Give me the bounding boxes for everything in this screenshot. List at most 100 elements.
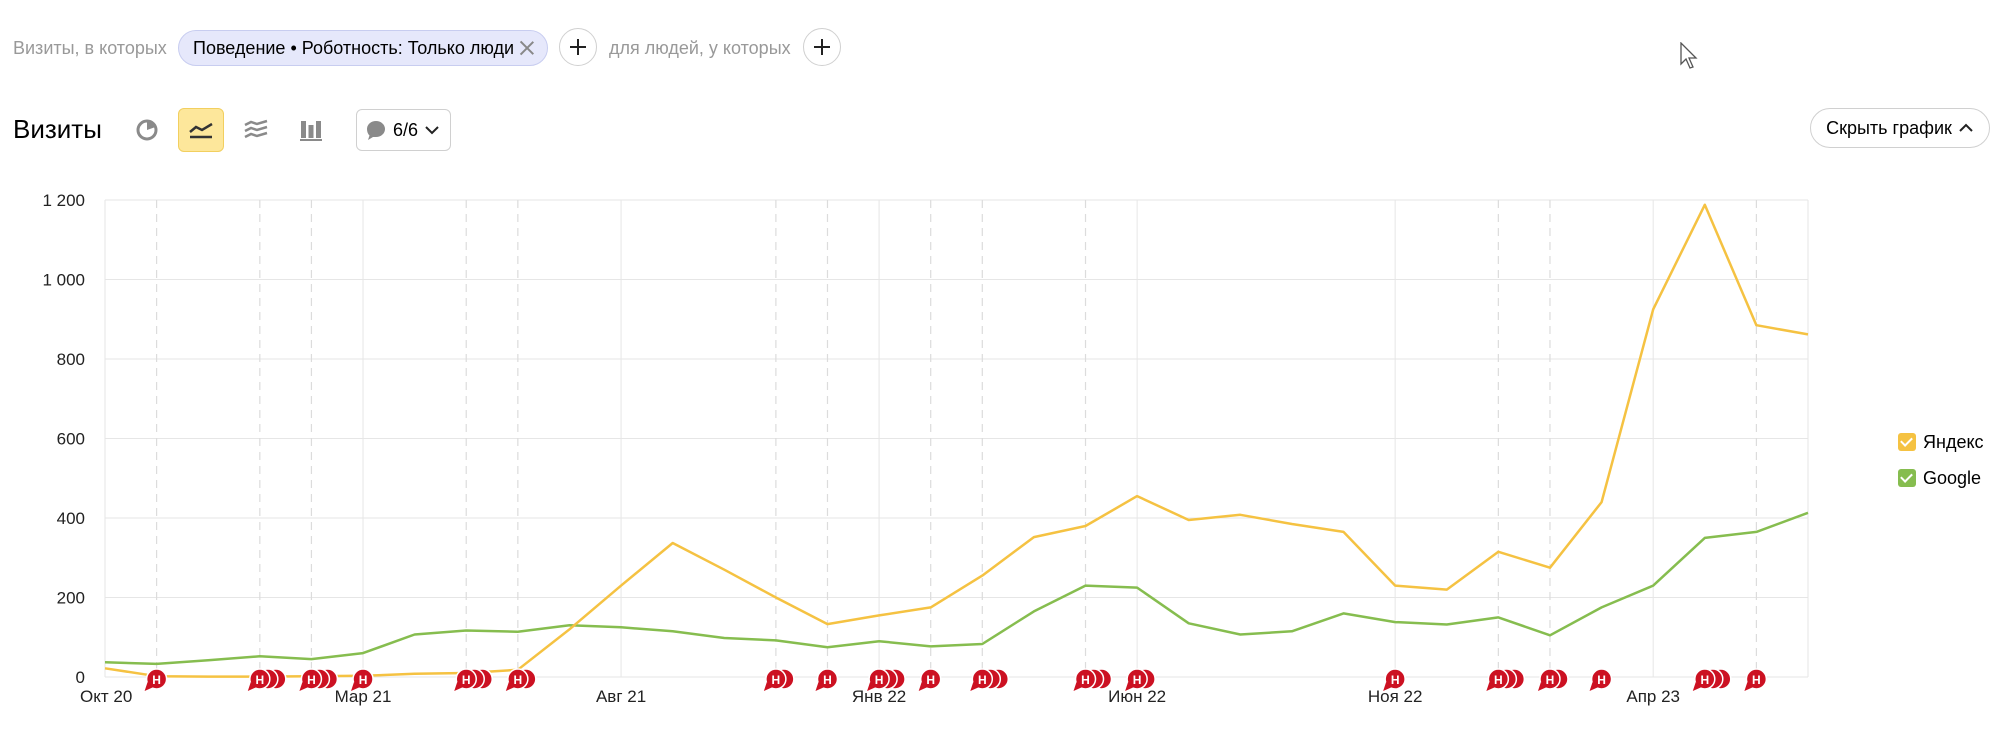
note-marker [1590, 668, 1613, 690]
note-marker-label: Н [875, 673, 884, 687]
note-marker-tail [815, 682, 825, 691]
x-tick-label: Янв 22 [852, 687, 906, 706]
page-title: Визиты [13, 114, 102, 144]
add-visit-condition-button[interactable] [559, 28, 597, 66]
people-filter-label: для людей, у которых [609, 38, 791, 58]
note-marker [352, 668, 374, 690]
hide-chart-label: Скрыть график [1826, 117, 1952, 138]
note-marker-tail [1486, 682, 1496, 691]
note-marker-tail [1589, 682, 1599, 691]
note-marker [1694, 668, 1716, 690]
legend-label-google: Google [1923, 467, 1982, 488]
visits-line-chart: 0 200 400 600 800 1 000 1 200 Окт 20 Мар 21 Авг 2… [42, 191, 1809, 706]
note-marker-label: Н [1133, 673, 1142, 687]
legend-item-google[interactable]: Google [1898, 460, 1984, 496]
note-marker-label: Н [1546, 673, 1555, 687]
note-marker-label: Н [1081, 673, 1090, 687]
note-marker [1384, 668, 1406, 690]
note-marker-label: Н [359, 673, 368, 687]
note-marker-tail [144, 682, 154, 691]
note-marker-tail [1125, 682, 1135, 691]
note-marker-label: Н [1391, 673, 1400, 687]
note-marker-label: Н [1597, 673, 1606, 687]
close-icon[interactable] [517, 38, 537, 58]
note-marker-tail [1692, 682, 1702, 691]
x-tick-label: Ноя 22 [1368, 687, 1423, 706]
x-tick-label: Окт 20 [80, 687, 132, 706]
note-marker-tail [867, 682, 877, 691]
checkbox-icon[interactable] [1898, 469, 1916, 487]
segment-chip[interactable]: Поведение • Роботность: Только люди [178, 30, 548, 66]
note-marker-tail [1744, 682, 1754, 691]
note-marker-tail [454, 682, 464, 691]
note-marker-label: Н [514, 673, 523, 687]
note-marker-label: Н [978, 673, 987, 687]
note-marker-tail [918, 682, 928, 691]
visits-filter-label: Визиты, в которых [13, 38, 167, 58]
legend-item-yandex[interactable]: Яндекс [1898, 424, 1984, 460]
x-tick-label: Мар 21 [335, 687, 392, 706]
area-chart-button[interactable] [233, 108, 279, 152]
bar-chart-button[interactable] [288, 108, 334, 152]
y-tick-label: 0 [76, 668, 85, 687]
y-tick-label: 200 [57, 589, 85, 608]
series-line-yandex [104, 203, 1809, 678]
chevron-up-icon [1959, 123, 1973, 132]
line-chart-button[interactable] [178, 108, 224, 152]
note-marker-tail [1537, 682, 1547, 691]
note-marker-tail [763, 682, 773, 691]
note-marker-label: Н [772, 673, 781, 687]
note-marker [249, 668, 271, 690]
note-marker [145, 668, 168, 690]
note-marker-label: Н [1700, 673, 1709, 687]
note-marker-tail [299, 682, 309, 691]
segment-filters: Визиты, в которых Поведение • Роботность… [0, 20, 2000, 66]
note-marker [507, 668, 529, 690]
note-marker-tail [505, 682, 515, 691]
chart-legend: Яндекс Google [1898, 424, 1984, 496]
area-chart-icon [244, 119, 268, 139]
y-tick-label: 400 [57, 509, 85, 528]
note-marker [971, 668, 994, 690]
line-chart-icon [189, 122, 213, 139]
note-marker [1745, 668, 1768, 690]
comments-count: 6/6 [393, 119, 419, 140]
note-marker-label: Н [823, 673, 832, 687]
add-people-condition-button[interactable] [803, 28, 841, 66]
segment-chip-label: Поведение • Роботность: Только люди [193, 37, 515, 58]
legend-label-yandex: Яндекс [1923, 431, 1984, 452]
x-tick-label: Апр 23 [1626, 687, 1680, 706]
note-marker-label: Н [462, 673, 471, 687]
pie-chart-icon [136, 119, 158, 141]
y-tick-label: 800 [57, 350, 85, 369]
note-marker-label: Н [152, 673, 161, 687]
note-marker [1487, 668, 1510, 690]
note-marker [816, 668, 839, 690]
comments-dropdown[interactable]: 6/6 [356, 109, 451, 151]
note-marker [455, 668, 477, 690]
checkbox-icon[interactable] [1898, 433, 1916, 451]
series-line-google [104, 511, 1809, 666]
mouse-cursor-icon [1680, 42, 1698, 69]
note-marker-label: Н [307, 673, 316, 687]
note-marker-tail [351, 682, 361, 691]
note-marker [1074, 668, 1097, 690]
x-tick-label: Авг 21 [596, 687, 646, 706]
bar-chart-icon [300, 121, 322, 141]
note-marker-label: Н [1494, 673, 1503, 687]
note-marker-tail [970, 682, 980, 691]
note-marker-label: Н [1752, 673, 1761, 687]
pie-chart-button[interactable] [124, 108, 170, 152]
note-marker-label: Н [926, 673, 935, 687]
y-tick-label: 1 000 [42, 271, 85, 290]
note-marker [1539, 668, 1561, 690]
note-marker-label: Н [255, 673, 264, 687]
note-marker-tail [247, 682, 257, 691]
note-marker-tail [1383, 682, 1393, 691]
hide-chart-button[interactable]: Скрыть график [1810, 108, 1990, 148]
note-marker [765, 668, 787, 690]
comment-icon [367, 121, 385, 140]
note-marker [300, 668, 323, 690]
chart-toolbar: Визиты 6/6 [0, 106, 2000, 156]
chevron-down-icon [425, 126, 439, 135]
